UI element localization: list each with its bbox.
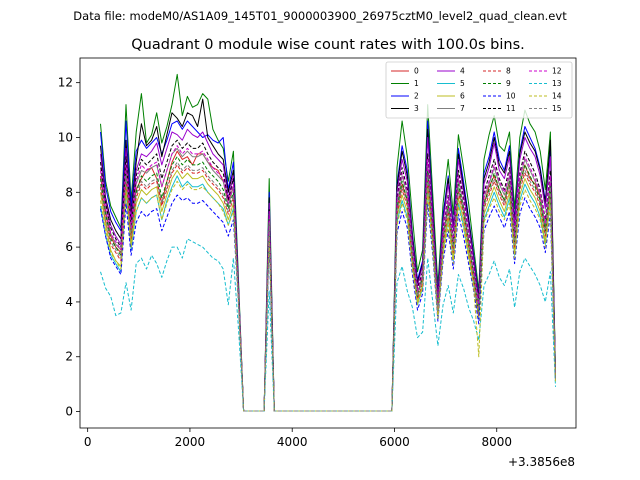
legend-label-9: 9: [506, 79, 511, 88]
chart-title: Quadrant 0 module wise count rates with …: [131, 37, 525, 53]
y-tick-label: 8: [65, 185, 73, 199]
x-tick-label: 4000: [277, 435, 308, 449]
x-tick-label: 8000: [481, 435, 512, 449]
x-tick-label: 6000: [379, 435, 410, 449]
data-file-label: Data file: modeM0/AS1A09_145T01_90000039…: [73, 9, 567, 23]
x-tick-label: 2000: [175, 435, 206, 449]
y-tick-label: 4: [65, 295, 73, 309]
legend-label-11: 11: [506, 104, 516, 113]
legend-label-6: 6: [460, 92, 465, 101]
legend-label-10: 10: [506, 92, 516, 101]
legend-label-13: 13: [552, 79, 562, 88]
legend-label-7: 7: [460, 104, 465, 113]
axes-frame: [79, 57, 577, 429]
y-tick-label: 6: [65, 240, 73, 254]
legend-label-14: 14: [552, 92, 562, 101]
legend-label-3: 3: [414, 104, 419, 113]
legend-label-2: 2: [414, 92, 419, 101]
y-tick-label: 0: [65, 405, 73, 419]
x-tick-label: 0: [84, 435, 92, 449]
plot-area: 0 2000 4000 6000 800002468101201234567891011…: [58, 57, 577, 449]
legend-label-0: 0: [414, 67, 419, 76]
legend-label-1: 1: [414, 79, 419, 88]
y-tick-label: 2: [65, 350, 73, 364]
legend-box: [385, 61, 573, 119]
legend-label-12: 12: [552, 67, 562, 76]
series-lines: [100, 73, 556, 412]
legend-label-5: 5: [460, 79, 465, 88]
legend-label-4: 4: [460, 67, 465, 76]
legend-label-15: 15: [552, 104, 562, 113]
legend-label-8: 8: [506, 67, 511, 76]
y-tick-label: 10: [58, 130, 73, 144]
y-tick-label: 12: [58, 76, 73, 90]
x-offset-label: +3.3856e8: [508, 455, 575, 469]
series-line-15: [100, 161, 556, 412]
